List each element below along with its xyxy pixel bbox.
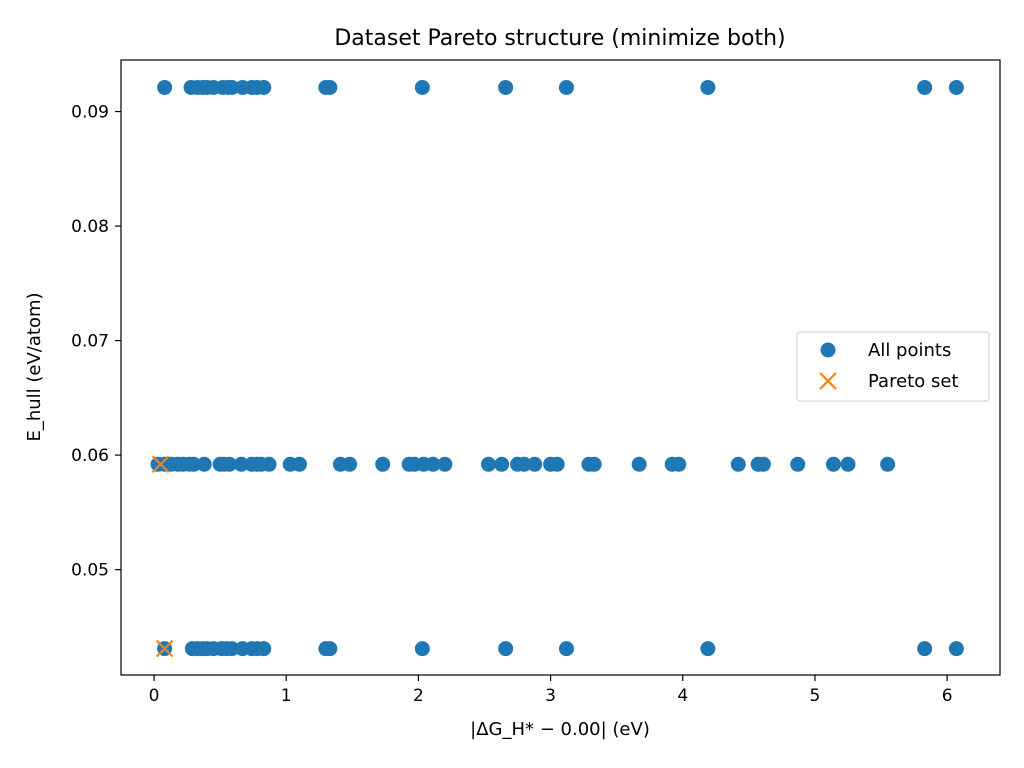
data-point — [880, 456, 896, 472]
data-point — [558, 641, 574, 657]
pareto-point — [155, 639, 174, 658]
data-point — [498, 641, 514, 657]
chart-title: Dataset Pareto structure (minimize both) — [334, 26, 785, 51]
data-point — [840, 456, 856, 472]
data-point — [948, 641, 964, 657]
data-point — [196, 456, 212, 472]
data-point — [586, 456, 602, 472]
legend-label: All points — [868, 340, 951, 361]
x-axis-label: |ΔG_H* − 0.00| (eV) — [470, 719, 650, 740]
data-point — [527, 456, 543, 472]
x-tick-label: 5 — [810, 686, 821, 706]
y-tick-label: 0.09 — [71, 103, 109, 123]
data-point — [224, 79, 240, 95]
x-tick-label: 2 — [413, 686, 424, 706]
pareto-point — [151, 455, 170, 474]
data-point — [917, 641, 933, 657]
data-point — [494, 456, 510, 472]
data-point — [256, 79, 272, 95]
y-tick-label: 0.07 — [71, 332, 109, 352]
legend-marker-x — [819, 372, 837, 390]
axes-frame — [120, 59, 1001, 676]
data-point — [342, 456, 358, 472]
legend-box — [796, 331, 990, 402]
data-point — [186, 456, 202, 472]
data-point — [414, 641, 430, 657]
axes — [120, 59, 1001, 676]
data-point — [437, 456, 453, 472]
y-tick-label: 0.08 — [71, 217, 109, 237]
legend-marker-circle — [820, 342, 836, 358]
data-point — [516, 456, 532, 472]
data-point — [414, 79, 430, 95]
tick-marks: 0 1 2 3 4 5 6 0.05 0.06 0.07 0.08 0.09 — [71, 103, 952, 706]
data-point — [221, 456, 237, 472]
x-tick-label: 1 — [281, 686, 292, 706]
x-tick-label: 3 — [545, 686, 556, 706]
data-point — [671, 456, 687, 472]
data-point — [256, 641, 272, 657]
data-point — [291, 456, 307, 472]
x-tick-label: 4 — [677, 686, 688, 706]
data-point — [233, 456, 249, 472]
data-point — [730, 456, 746, 472]
x-tick-label: 0 — [149, 686, 160, 706]
data-point — [425, 456, 441, 472]
data-point — [700, 641, 716, 657]
data-point — [375, 456, 391, 472]
data-point — [755, 456, 771, 472]
data-point — [700, 79, 716, 95]
data-point — [480, 456, 496, 472]
data-point — [322, 79, 338, 95]
legend-label: Pareto set — [868, 371, 958, 392]
data-point — [322, 641, 338, 657]
pareto-mark-stroke — [151, 455, 170, 474]
x-tick-label: 6 — [942, 686, 953, 706]
data-point — [261, 456, 277, 472]
y-tick-label: 0.06 — [71, 446, 109, 466]
pareto-mark-stroke — [155, 639, 174, 658]
data-point — [948, 79, 964, 95]
data-point — [558, 79, 574, 95]
data-point — [549, 456, 565, 472]
data-point — [825, 456, 841, 472]
y-tick-label: 0.05 — [71, 561, 109, 581]
y-axis-label: E_hull (eV/atom) — [24, 292, 45, 441]
data-point — [157, 79, 173, 95]
data-point — [790, 456, 806, 472]
data-point — [631, 456, 647, 472]
data-point — [917, 79, 933, 95]
plot-area — [150, 79, 964, 658]
legend: All points Pareto set — [796, 331, 990, 402]
data-point — [498, 79, 514, 95]
data-point — [224, 641, 240, 657]
